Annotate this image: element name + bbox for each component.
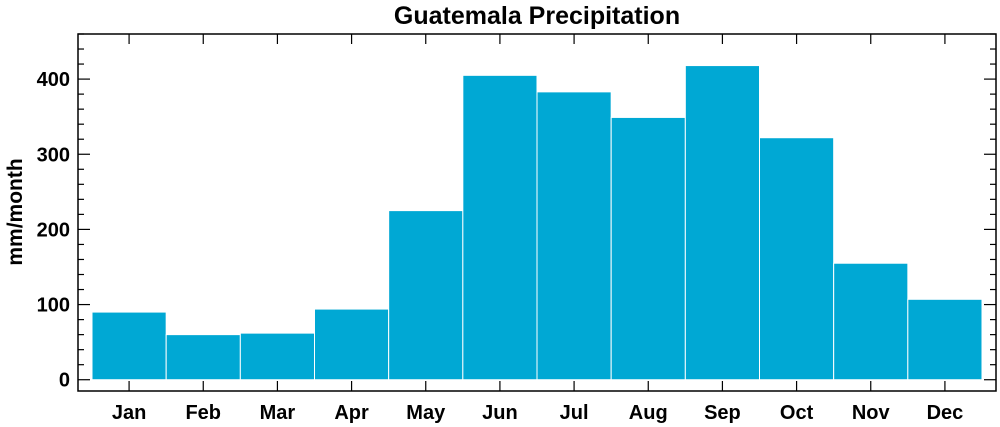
x-tick-label-jan: Jan <box>112 402 146 424</box>
y-tick-label-300: 300 <box>37 144 70 166</box>
bar-sep <box>684 65 761 381</box>
y-tick-label-400: 400 <box>37 69 70 91</box>
chart-title: Guatemala Precipitation <box>394 2 680 30</box>
x-tick-label-sep: Sep <box>704 402 741 424</box>
bar-oct <box>759 137 835 381</box>
x-tick-label-oct: Oct <box>780 402 814 424</box>
bar-dec <box>907 298 983 381</box>
x-tick-label-mar: Mar <box>260 402 296 424</box>
bar-jan <box>91 311 167 381</box>
x-tick-label-may: May <box>406 402 446 424</box>
y-tick-label-200: 200 <box>37 219 70 241</box>
bars-group <box>91 65 983 381</box>
bar-jun <box>462 74 538 381</box>
y-tick-labels: 0 100 200 300 400 <box>37 69 70 392</box>
x-tick-labels: Jan Feb Mar Apr May Jun Jul Aug Sep Oct Nov Dec <box>112 402 963 424</box>
bar-aug <box>610 116 686 381</box>
y-axis-label: mm/month <box>4 158 27 265</box>
x-tick-label-nov: Nov <box>852 402 891 424</box>
x-tick-label-aug: Aug <box>629 402 668 424</box>
axis-ticks <box>78 33 996 391</box>
x-tick-label-dec: Dec <box>927 402 964 424</box>
x-tick-label-apr: Apr <box>334 402 369 424</box>
bar-feb <box>165 334 241 381</box>
bar-mar <box>239 332 315 381</box>
y-tick-label-0: 0 <box>59 370 70 392</box>
bar-nov <box>833 262 909 381</box>
y-tick-label-100: 100 <box>37 295 70 317</box>
x-tick-label-jul: Jul <box>560 402 589 424</box>
bar-jul <box>536 91 612 381</box>
x-tick-label-jun: Jun <box>482 402 518 424</box>
x-tick-label-feb: Feb <box>185 402 221 424</box>
bar-apr <box>314 308 390 381</box>
plot-frame <box>77 33 997 392</box>
bar-may <box>388 210 464 381</box>
